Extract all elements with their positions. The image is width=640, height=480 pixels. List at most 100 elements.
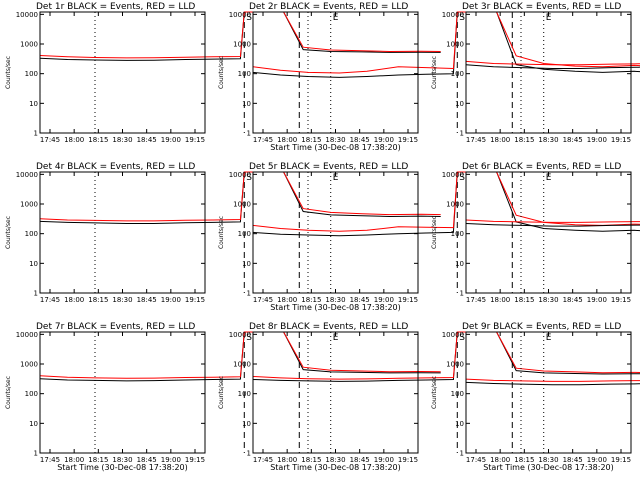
y-tick-label: 100 xyxy=(451,230,464,238)
x-tick-label: 18:30 xyxy=(538,296,558,304)
x-tick-label: 19:00 xyxy=(374,136,394,144)
y-axis-label: Counts/sec xyxy=(5,56,12,89)
y-tick-label: 1000 xyxy=(446,41,464,49)
plot-frame xyxy=(39,331,206,454)
panel-title: Det 4r BLACK = Events, RED = LLD xyxy=(36,162,195,172)
x-tick-label: 18:15 xyxy=(514,136,534,144)
x-tick-label: 18:00 xyxy=(64,296,84,304)
x-tick-label: 18:15 xyxy=(301,456,321,464)
x-tick-label: 18:30 xyxy=(325,456,345,464)
y-tick-label: 1000 xyxy=(20,41,38,49)
x-tick-label: 18:45 xyxy=(350,136,370,144)
x-tick-label: 19:15 xyxy=(185,296,205,304)
marker-label: E xyxy=(333,173,339,183)
panel-title: Det 8r BLACK = Events, RED = LLD xyxy=(249,322,408,332)
marker-label: E xyxy=(333,13,339,23)
y-tick-label: 100 xyxy=(238,70,251,78)
y-tick-label: 10 xyxy=(242,260,251,268)
y-axis-label: Counts/sec xyxy=(5,376,12,409)
y-tick-label: 10000 xyxy=(229,171,251,179)
y-axis-label: Counts/sec xyxy=(218,376,225,409)
x-tick-label: 18:45 xyxy=(563,136,583,144)
y-tick-label: 1000 xyxy=(446,361,464,369)
x-tick-label: 18:15 xyxy=(514,456,534,464)
detector-panel: Det 6r BLACK = Events, RED = LLD Counts/s… xyxy=(431,162,640,304)
x-tick-label: 17:45 xyxy=(40,136,60,144)
events-series-line xyxy=(252,331,640,382)
plot-frame xyxy=(465,331,632,454)
y-tick-label: 1 xyxy=(34,130,38,138)
y-tick-label: 10000 xyxy=(442,11,464,19)
y-tick-label: 10000 xyxy=(229,331,251,339)
x-tick-label: 18:15 xyxy=(301,136,321,144)
y-tick-label: 100 xyxy=(238,230,251,238)
y-tick-label: 100 xyxy=(238,390,251,398)
x-tick-label: 19:15 xyxy=(398,296,418,304)
x-tick-label: 18:00 xyxy=(277,296,297,304)
panel-title: Det 1r BLACK = Events, RED = LLD xyxy=(36,2,195,12)
y-tick-label: 10 xyxy=(29,100,38,108)
detector-panel: Det 9r BLACK = Events, RED = LLD Counts/s… xyxy=(431,322,640,472)
x-tick-label: 17:45 xyxy=(253,296,273,304)
x-tick-label: 18:45 xyxy=(137,456,157,464)
detector-panel: Det 3r BLACK = Events, RED = LLD Counts/s… xyxy=(431,2,640,144)
y-axis-label: Counts/sec xyxy=(431,216,438,249)
y-tick-label: 10000 xyxy=(16,171,38,179)
marker-label: S xyxy=(246,13,252,23)
events-series-line xyxy=(465,223,640,227)
y-tick-label: 1 xyxy=(460,130,464,138)
panel-title: Det 3r BLACK = Events, RED = LLD xyxy=(462,2,621,12)
x-tick-label: 19:00 xyxy=(161,456,181,464)
events-series-line xyxy=(465,381,640,386)
y-tick-label: 1 xyxy=(460,450,464,458)
plot-frame xyxy=(252,171,419,294)
x-tick-label: 18:45 xyxy=(350,296,370,304)
x-tick-label: 18:30 xyxy=(538,456,558,464)
y-tick-label: 1000 xyxy=(233,361,251,369)
x-tick-label: 18:45 xyxy=(350,456,370,464)
x-tick-label: 18:15 xyxy=(88,296,108,304)
y-tick-label: 100 xyxy=(25,390,38,398)
y-tick-label: 10 xyxy=(242,100,251,108)
x-tick-label: 18:00 xyxy=(277,456,297,464)
x-tick-label: 18:45 xyxy=(563,456,583,464)
x-tick-label: 17:45 xyxy=(253,136,273,144)
x-axis-label: Start Time (30-Dec-08 17:38:20) xyxy=(270,303,401,312)
y-tick-label: 10 xyxy=(455,260,464,268)
plot-frame xyxy=(39,11,206,134)
marker-label: S xyxy=(246,173,252,183)
detector-panel: Det 7r BLACK = Events, RED = LLD Counts/s… xyxy=(5,322,441,472)
x-tick-label: 18:30 xyxy=(112,296,132,304)
x-tick-label: 18:15 xyxy=(301,296,321,304)
y-tick-label: 100 xyxy=(25,230,38,238)
x-tick-label: 19:15 xyxy=(185,136,205,144)
x-tick-label: 19:15 xyxy=(611,136,631,144)
lld-series-line xyxy=(465,378,640,382)
lld-series-line xyxy=(39,331,441,379)
x-tick-label: 18:00 xyxy=(64,136,84,144)
y-tick-label: 1 xyxy=(247,130,251,138)
x-tick-label: 18:15 xyxy=(88,136,108,144)
x-tick-label: 18:30 xyxy=(538,136,558,144)
y-tick-label: 100 xyxy=(451,70,464,78)
x-tick-label: 19:15 xyxy=(611,456,631,464)
y-axis-label: Counts/sec xyxy=(431,376,438,409)
x-tick-label: 18:30 xyxy=(325,296,345,304)
x-tick-label: 18:00 xyxy=(490,136,510,144)
x-tick-label: 17:45 xyxy=(466,296,486,304)
panel-title: Det 9r BLACK = Events, RED = LLD xyxy=(462,322,621,332)
plot-frame xyxy=(252,331,419,454)
x-tick-label: 19:00 xyxy=(587,456,607,464)
x-tick-label: 19:00 xyxy=(374,456,394,464)
lld-series-line xyxy=(465,60,640,66)
x-tick-label: 19:00 xyxy=(161,136,181,144)
events-series-line xyxy=(465,64,640,69)
x-tick-label: 18:00 xyxy=(490,296,510,304)
x-tick-label: 19:00 xyxy=(587,136,607,144)
y-tick-label: 1000 xyxy=(20,361,38,369)
marker-label: S xyxy=(246,333,252,343)
y-tick-label: 10000 xyxy=(16,11,38,19)
x-tick-label: 18:45 xyxy=(563,296,583,304)
x-tick-label: 18:00 xyxy=(64,456,84,464)
